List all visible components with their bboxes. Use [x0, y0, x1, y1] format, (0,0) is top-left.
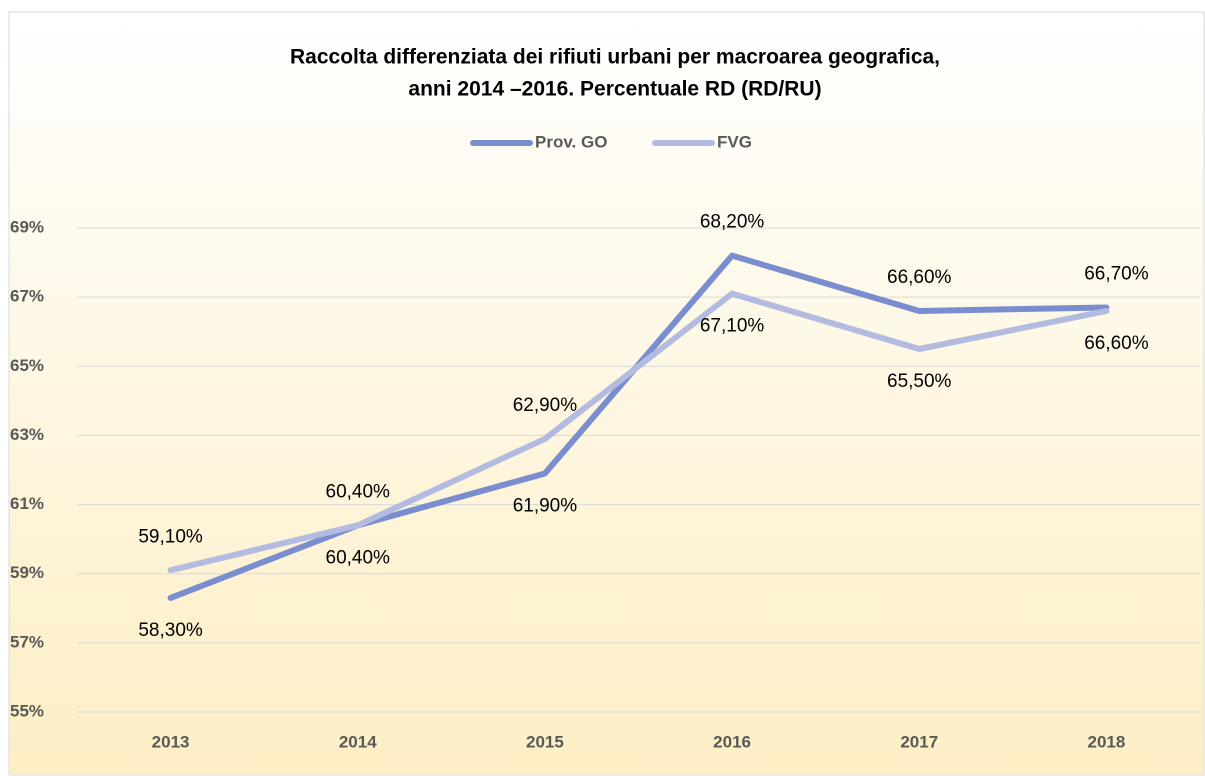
data-label: 62,90% [513, 395, 578, 416]
y-tick-label: 67% [10, 287, 44, 306]
data-label: 66,70% [1084, 264, 1149, 285]
chart-title: Raccolta differenziata dei rifiuti urban… [290, 46, 940, 69]
y-tick-label: 55% [10, 701, 44, 720]
data-label: 61,90% [513, 495, 578, 516]
x-tick-label: 2013 [152, 732, 190, 751]
y-tick-label: 63% [10, 425, 44, 444]
data-label: 58,30% [138, 620, 203, 641]
x-tick-label: 2017 [900, 732, 938, 751]
x-tick-label: 2016 [713, 732, 751, 751]
chart-subtitle: anni 2014 –2016. Percentuale RD (RD/RU) [408, 78, 821, 101]
data-label: 67,10% [700, 316, 765, 337]
y-tick-label: 59% [10, 563, 44, 582]
data-label: 66,60% [1084, 333, 1149, 354]
legend-label: Prov. GO [535, 132, 607, 151]
x-tick-label: 2015 [526, 732, 564, 751]
data-label: 60,40% [326, 481, 391, 502]
y-tick-label: 69% [10, 217, 44, 236]
data-label: 59,10% [138, 526, 203, 547]
series-line [167, 290, 1110, 574]
data-label: 68,20% [700, 212, 765, 233]
legend-label: FVG [717, 132, 752, 151]
x-tick-label: 2014 [339, 732, 377, 751]
data-label: 66,60% [887, 267, 952, 288]
y-tick-label: 65% [10, 356, 44, 375]
data-label: 65,50% [887, 371, 952, 392]
y-tick-label: 57% [10, 632, 44, 651]
y-tick-label: 61% [10, 494, 44, 513]
data-label: 60,40% [326, 547, 391, 568]
x-tick-label: 2018 [1088, 732, 1126, 751]
